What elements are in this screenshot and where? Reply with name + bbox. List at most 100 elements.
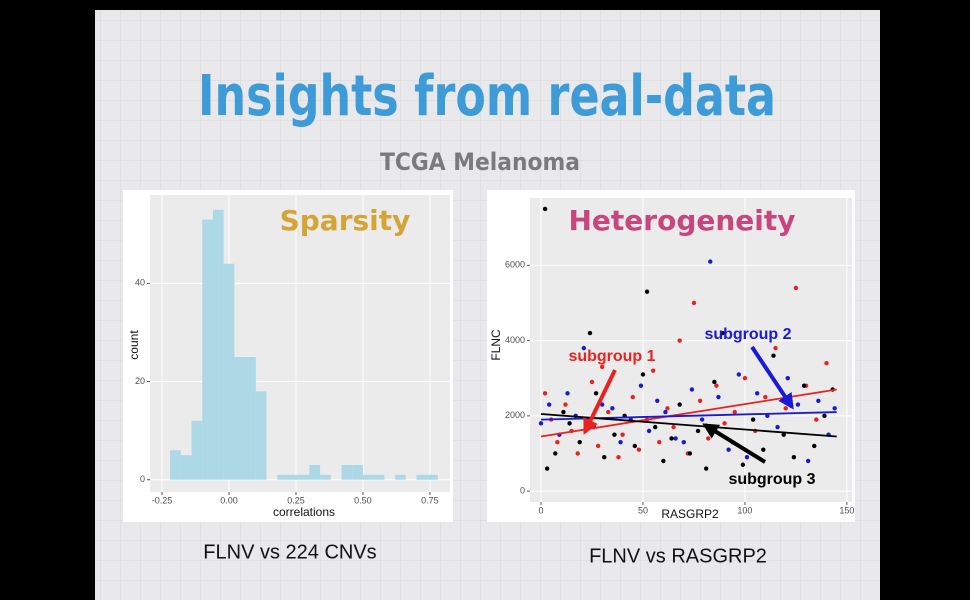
x-tick-label: 150 (839, 505, 854, 515)
scatter-point (703, 466, 709, 471)
scatter-point (812, 443, 817, 449)
slide-subtitle: TCGA Melanoma (380, 148, 580, 176)
scatter-point (669, 436, 674, 441)
scatter-point (785, 376, 790, 381)
scatter-point (673, 436, 678, 441)
scatter-point (822, 413, 827, 419)
histogram-bar (202, 219, 213, 480)
scatter-point (665, 406, 670, 411)
x-tick-label: 0.50 (354, 495, 372, 505)
scatter-point (663, 409, 668, 415)
scatter-point (763, 394, 768, 400)
histogram-bar (191, 420, 203, 480)
y-tick-label: 0 (140, 474, 145, 484)
scatter-point (795, 402, 801, 407)
histogram-bar (298, 474, 310, 480)
x-tick-label: 0.00 (220, 495, 238, 505)
scatter-point (646, 428, 652, 434)
histogram-bar (352, 465, 363, 480)
scatter-point (563, 402, 568, 407)
scatter-point (587, 330, 593, 336)
scatter-point (618, 439, 623, 445)
scatter-point (565, 391, 570, 396)
histogram-bar (427, 474, 438, 480)
x-tick-label: 50 (638, 505, 648, 515)
scatter-point (771, 353, 776, 358)
scatter-point (599, 402, 605, 407)
scatter-point (581, 345, 587, 351)
histogram-bar (287, 474, 299, 480)
y-tick-label: 20 (135, 376, 145, 386)
annotation-arrow (583, 369, 617, 435)
scatter-point (754, 391, 760, 396)
chart-caption: FLNV vs RASGRP2 (589, 545, 767, 567)
scatter-point (677, 338, 682, 343)
scatter-point (632, 443, 638, 449)
scatter-point (773, 345, 778, 351)
chart-annotation: Heterogeneity (568, 204, 795, 237)
scatter-point (697, 398, 703, 403)
histogram-bar (373, 474, 385, 480)
scatter-point (630, 394, 635, 400)
scatter-point (638, 383, 644, 388)
scatter-point (793, 285, 799, 291)
histogram-bar (341, 465, 353, 480)
scatter-point (599, 364, 605, 370)
scatter-point (722, 421, 727, 426)
annotation-arrow (750, 345, 794, 410)
histogram-bar (395, 474, 406, 480)
scatter-point (750, 417, 756, 422)
scatter-point (542, 391, 548, 396)
scatter-point (542, 206, 548, 212)
histogram-bar (362, 474, 374, 480)
scatter-point (740, 462, 746, 467)
scatter-point (620, 432, 625, 437)
scatter-point (595, 443, 601, 449)
x-tick-label: -0.25 (152, 495, 173, 505)
scatter-point (589, 379, 595, 385)
x-tick-label: 100 (737, 505, 752, 515)
y-axis-label: FLNC (489, 329, 503, 361)
scatter-point (801, 383, 807, 388)
histogram-bar (416, 474, 428, 480)
scatter-point (814, 417, 819, 422)
scatter-point (716, 394, 721, 400)
scatter-point (671, 424, 676, 430)
scatter-point (742, 376, 748, 381)
scatter-point (612, 432, 617, 437)
scatter-point (775, 424, 780, 430)
y-axis-label: count (127, 330, 141, 360)
scatter-point (606, 409, 611, 415)
scatter-point (687, 451, 693, 456)
scatter-point (677, 402, 682, 407)
scatter-point (691, 300, 697, 306)
y-tick-label: 40 (135, 278, 145, 288)
scatter-point (689, 387, 695, 392)
series-label: subgroup 1 (568, 348, 655, 365)
y-tick-label: 0 (520, 485, 525, 495)
chart-caption: FLNV vs 224 CNVs (203, 541, 376, 563)
series-label: subgroup 3 (728, 471, 815, 488)
scatter-point (699, 417, 705, 422)
histogram-bar (212, 209, 224, 480)
scatter-point (640, 372, 646, 377)
annotation-arrow (702, 423, 767, 464)
scatter-point (655, 398, 660, 403)
scatter-point (744, 455, 750, 460)
scatter-point (681, 439, 686, 445)
scatter-point (791, 455, 797, 460)
histogram-bar (223, 263, 235, 480)
histogram-bar (320, 474, 331, 480)
histogram-bar (309, 465, 321, 480)
scatter-point (720, 330, 725, 336)
histogram-bar (245, 357, 256, 480)
scatter-point (616, 455, 621, 460)
y-tick-label: 2000 (505, 410, 525, 420)
scatter-point (553, 451, 558, 456)
scatter-point (781, 432, 786, 437)
scatter-point (561, 409, 566, 415)
scatter-point (824, 360, 829, 366)
slide-title: Insights from real-data (198, 64, 776, 129)
scatter-point (736, 372, 742, 377)
